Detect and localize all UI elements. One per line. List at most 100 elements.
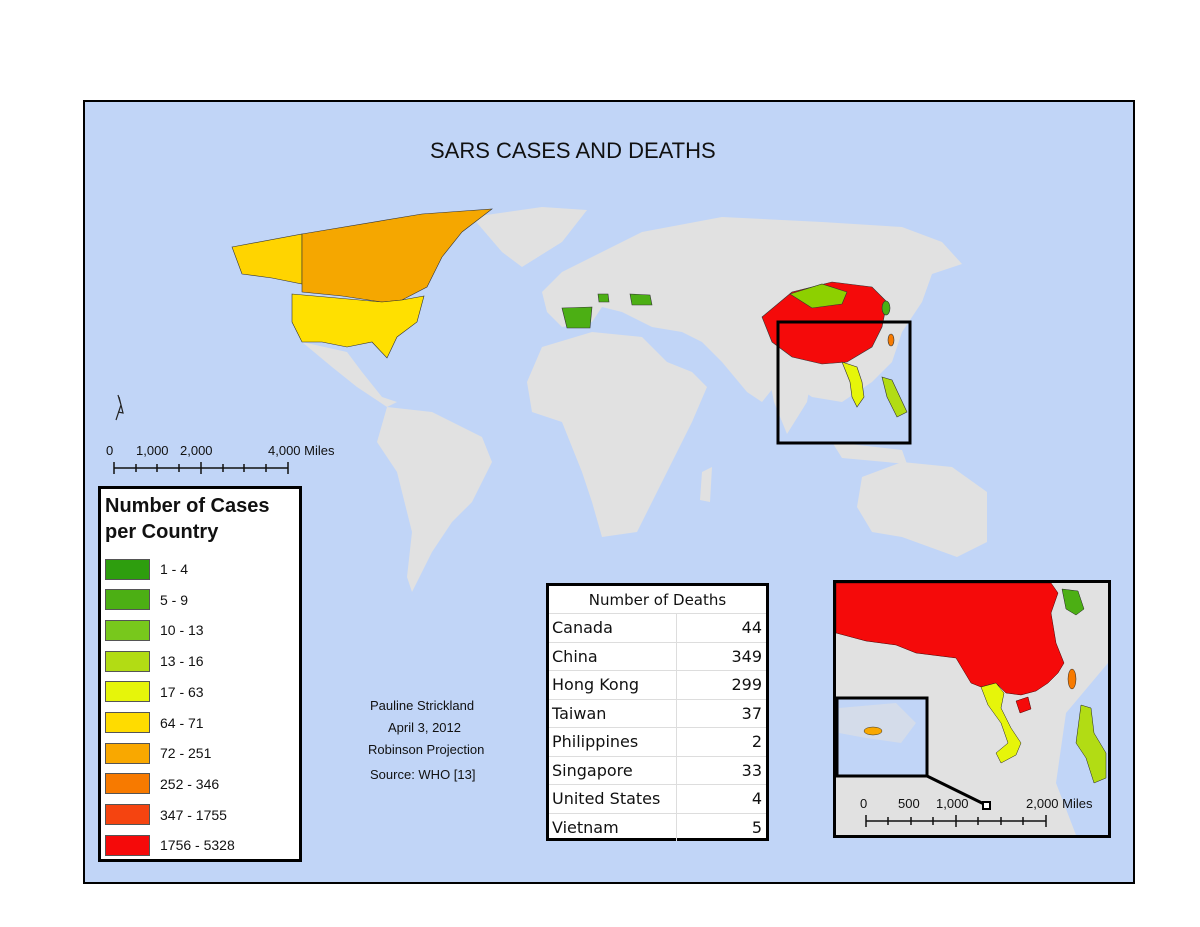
- country-cell: Canada: [549, 614, 677, 642]
- scale-label-4000: 4,000 Miles: [268, 443, 335, 458]
- legend-item: 72 - 251: [105, 742, 211, 764]
- deaths-cell: 2: [751, 732, 762, 751]
- table-row: Singapore 33: [549, 755, 766, 784]
- table-row: United States 4: [549, 784, 766, 813]
- inset-scale-label-0: 0: [860, 796, 868, 811]
- country-cell: Hong Kong: [549, 671, 677, 699]
- credit-date: April 3, 2012: [388, 720, 461, 735]
- legend-swatch: [105, 804, 150, 826]
- legend-item: 1 - 4: [105, 558, 188, 580]
- country-korea: [881, 300, 891, 316]
- country-cell: Vietnam: [549, 813, 677, 841]
- deaths-cell: 4: [751, 789, 762, 808]
- country-cell: Singapore: [549, 756, 677, 784]
- legend-item: 252 - 346: [105, 773, 219, 795]
- country-cell: China: [549, 642, 677, 670]
- inset-hainan: [1015, 696, 1032, 714]
- land-indonesia: [832, 442, 907, 464]
- legend-item: 10 - 13: [105, 619, 204, 641]
- inset-extent-box: [776, 320, 912, 445]
- table-row: Taiwan 37: [549, 698, 766, 727]
- legend-swatch: [105, 712, 150, 733]
- scale-label-1000: 1,000: [136, 443, 169, 458]
- inset-scale-bar: [865, 815, 1047, 827]
- table-row: China 349: [549, 641, 766, 670]
- land-africa: [527, 332, 707, 537]
- country-spain: [561, 306, 593, 329]
- scale-label-2000: 2,000: [180, 443, 213, 458]
- legend-label: 10 - 13: [160, 622, 204, 639]
- legend-swatch: [105, 558, 150, 580]
- land-india: [767, 367, 812, 434]
- country-canada: [301, 208, 493, 303]
- inset-singapore-land: [839, 703, 916, 743]
- legend-swatch: [105, 650, 150, 672]
- legend: Number of Cases per Country 1 - 4 5 - 9 10…: [98, 486, 302, 862]
- legend-label: 1 - 4: [160, 561, 189, 577]
- table-row: Canada 44: [549, 613, 766, 642]
- table-row: Vietnam 5: [549, 812, 766, 841]
- inset-location-marker: [982, 801, 991, 810]
- deaths-cell: 37: [741, 703, 762, 723]
- legend-item: 64 - 71: [105, 712, 204, 734]
- legend-item: 1756 - 5328: [105, 834, 235, 856]
- inset-scale-label-500: 500: [898, 796, 920, 811]
- deaths-cell: 44: [741, 618, 762, 637]
- inset-taiwan: [1067, 668, 1077, 690]
- inset-map-svg: [836, 583, 1108, 835]
- inset-philippines: [1075, 704, 1107, 784]
- inset-leader-line: [926, 774, 987, 807]
- legend-swatch: [105, 742, 150, 764]
- map-title: SARS CASES AND DEATHS: [430, 138, 716, 163]
- country-cell: Taiwan: [549, 699, 677, 727]
- credit-author: Pauline Strickland: [370, 698, 475, 713]
- country-philippines: [881, 376, 908, 418]
- country-vietnam: [841, 361, 865, 408]
- legend-label: 1756 - 5328: [160, 837, 235, 854]
- legend-item: 347 - 1755: [105, 804, 227, 826]
- country-europe-a: [597, 293, 610, 303]
- table-row: Philippines 2: [549, 727, 766, 756]
- inset-singapore: [863, 726, 883, 736]
- country-europe-b: [629, 293, 653, 306]
- land-madagascar: [700, 467, 712, 502]
- inset-vietnam: [980, 682, 1022, 764]
- country-united-states: [291, 293, 425, 359]
- legend-swatch: [105, 589, 150, 611]
- deaths-table: Number of Deaths Canada 44 China 349 Hong Ko…: [546, 583, 769, 841]
- deaths-cell: 5: [751, 817, 762, 837]
- legend-label: 347 - 1755: [160, 806, 227, 823]
- table-row: Hong Kong 299: [549, 670, 766, 699]
- legend-swatch: [105, 773, 150, 795]
- credit-projection: Robinson Projection: [368, 742, 485, 757]
- legend-item: 5 - 9: [105, 589, 188, 611]
- legend-swatch: [105, 619, 150, 641]
- land-australia: [857, 462, 987, 557]
- legend-item: 17 - 63: [105, 681, 204, 703]
- deaths-cell: 349: [731, 646, 762, 666]
- legend-label: 17 - 63: [160, 683, 204, 700]
- inset-map: 0 500 1,000 2,000 Miles: [833, 580, 1111, 838]
- country-taiwan: [887, 333, 895, 347]
- legend-title: Number of Cases per Country: [105, 495, 270, 543]
- scale-label-0: 0: [106, 443, 114, 458]
- inset-scale-label-2000: 2,000 Miles: [1026, 796, 1093, 811]
- deaths-table-header: Number of Deaths: [588, 591, 727, 609]
- legend-swatch: [105, 681, 150, 703]
- country-mongolia: [789, 283, 848, 309]
- main-scale-bar: [113, 462, 289, 474]
- country-cell: United States: [549, 785, 677, 813]
- inset-korea: [1061, 588, 1085, 616]
- legend-item: 13 - 16: [105, 650, 204, 672]
- country-alaska: [231, 233, 303, 285]
- credit-source: Source: WHO [13]: [370, 767, 476, 782]
- land-greenland: [472, 207, 587, 267]
- legend-label: 13 - 16: [160, 653, 204, 670]
- legend-label: 5 - 9: [160, 591, 189, 608]
- land-central-america: [302, 342, 397, 407]
- country-cell: Philippines: [549, 728, 677, 756]
- world-map: [113, 207, 987, 592]
- deaths-cell: 299: [731, 675, 762, 694]
- inset-china: [836, 583, 1065, 696]
- legend-swatch: [105, 834, 150, 856]
